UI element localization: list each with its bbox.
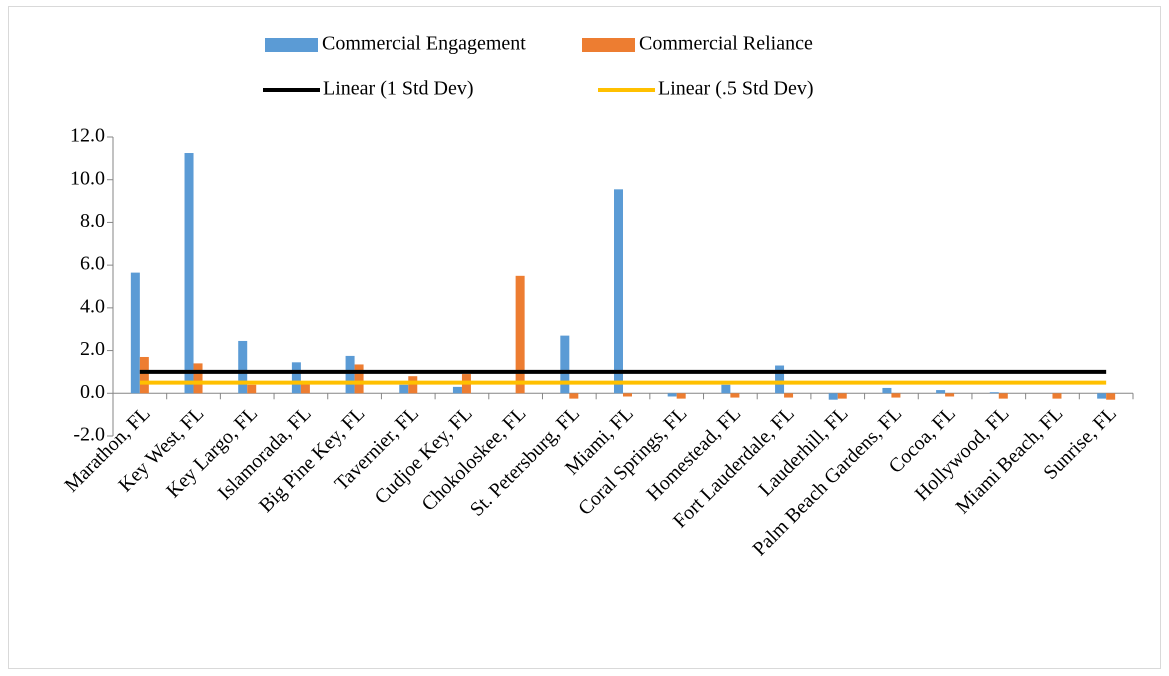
bar	[667, 393, 677, 397]
bar	[291, 362, 301, 394]
bar	[828, 393, 838, 400]
bar	[408, 376, 418, 394]
bar	[784, 393, 794, 398]
bar	[614, 189, 623, 394]
bar	[139, 356, 149, 394]
bar	[882, 387, 892, 394]
bar	[569, 393, 579, 399]
x-tick-label: Islamorada, FL	[214, 403, 316, 505]
bar	[837, 393, 847, 399]
y-tick-label: 12.0	[70, 125, 105, 147]
legend-label: Commercial Engagement	[322, 33, 526, 55]
bar	[193, 363, 203, 394]
y-tick-label: 10.0	[70, 167, 105, 189]
bar	[300, 382, 310, 394]
x-tick-label: Hollywood, FL	[911, 403, 1014, 506]
y-tick-label: 4.0	[80, 295, 105, 317]
bar	[1052, 393, 1062, 399]
bar	[247, 384, 257, 394]
bar	[730, 393, 740, 398]
bar	[989, 392, 999, 394]
legend-label: Linear (.5 Std Dev)	[658, 78, 814, 100]
bar	[623, 393, 632, 397]
bar	[515, 275, 525, 394]
bar	[676, 393, 686, 399]
bar	[998, 393, 1008, 399]
y-tick-label: 0.0	[80, 381, 105, 403]
bar	[184, 153, 194, 394]
bar	[560, 335, 570, 394]
bar	[891, 393, 901, 398]
bar	[945, 393, 955, 397]
y-tick-label: -2.0	[73, 424, 105, 446]
bar	[130, 272, 140, 394]
x-tick-label: Homestead, FL	[642, 403, 745, 506]
bar	[354, 364, 364, 394]
bar	[452, 386, 462, 394]
y-tick-label: 6.0	[80, 253, 105, 275]
bar	[775, 365, 785, 394]
legend-swatch	[265, 38, 318, 52]
bar	[1106, 393, 1116, 400]
bar	[399, 384, 409, 394]
legend-label: Linear (1 Std Dev)	[323, 78, 474, 100]
legend-swatch	[582, 38, 635, 52]
bar	[238, 340, 248, 394]
legend-label: Commercial Reliance	[639, 33, 813, 55]
y-tick-label: 8.0	[80, 210, 105, 232]
bar	[721, 384, 731, 394]
bar	[345, 355, 355, 394]
chart-frame	[8, 6, 1161, 669]
bar	[936, 390, 946, 394]
bar	[1097, 393, 1107, 399]
y-tick-label: 2.0	[80, 338, 105, 360]
